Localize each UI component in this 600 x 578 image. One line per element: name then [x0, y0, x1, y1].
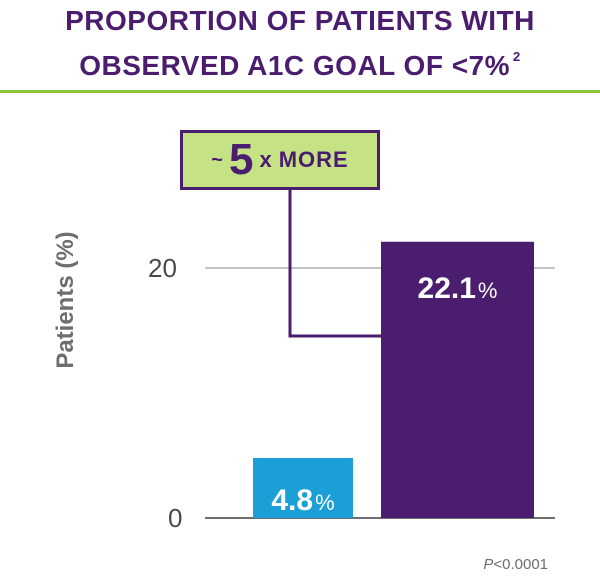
- bar-layer: [253, 241, 534, 518]
- bar-value-number: 22.1: [417, 271, 476, 305]
- chart-title-line1: PROPORTION OF PATIENTS WITH: [65, 5, 535, 36]
- callout-connector: [288, 190, 381, 338]
- callout-times: x: [259, 147, 273, 172]
- callout-tilde: ~: [211, 148, 223, 171]
- p-value-footnote: P<0.0001: [483, 556, 548, 573]
- bar-value-unit: %: [315, 490, 335, 515]
- chart-title-line2: OBSERVED A1C GOAL OF <7% 2: [0, 38, 600, 85]
- title-divider: [0, 90, 600, 93]
- bar-2-value-label: 22.1%: [381, 272, 534, 306]
- p-value: <0.0001: [493, 556, 548, 573]
- comparison-callout: ~ 5 x MORE: [180, 130, 380, 190]
- bar-1-value-label: 4.8%: [253, 484, 353, 518]
- p-symbol: P: [483, 556, 494, 573]
- bar-value-number: 4.8: [271, 484, 314, 517]
- chart-title-line2-text: OBSERVED A1C GOAL OF <7%: [79, 50, 511, 81]
- bar-value-unit: %: [477, 277, 498, 303]
- y-tick-label: 0: [168, 503, 183, 533]
- bar-1: [253, 458, 353, 518]
- y-tick-label: 20: [148, 253, 177, 283]
- callout-number: 5: [228, 135, 254, 184]
- callout-word: MORE: [278, 147, 349, 172]
- bar-2: [381, 241, 534, 518]
- title-reference: 2: [513, 49, 521, 64]
